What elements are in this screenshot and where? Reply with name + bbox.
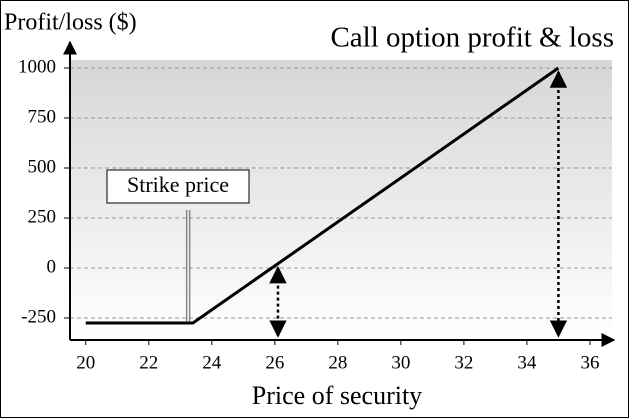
- x-tick-label: 24: [202, 352, 222, 373]
- x-tick-label: 28: [328, 352, 347, 373]
- x-axis-label: Price of security: [252, 381, 422, 410]
- x-tick-label: 30: [391, 352, 410, 373]
- x-tick-label: 22: [139, 352, 158, 373]
- x-tick-label: 32: [454, 352, 473, 373]
- y-tick-label: -250: [21, 306, 56, 327]
- x-tick-label: 36: [580, 352, 599, 373]
- x-tick-label: 20: [76, 352, 95, 373]
- y-axis-label: Profit/loss ($): [4, 10, 137, 36]
- y-tick-label: 1000: [18, 56, 56, 77]
- y-tick-label: 0: [47, 256, 57, 277]
- y-tick-label: 750: [28, 106, 57, 127]
- y-tick-label: 500: [28, 156, 57, 177]
- x-tick-label: 34: [517, 352, 537, 373]
- profit-line: [85, 66, 560, 325]
- annotation: Strike price: [127, 172, 229, 197]
- x-tick-label: 26: [265, 352, 284, 373]
- y-tick-label: 250: [28, 206, 57, 227]
- annotation-box: [106, 169, 250, 204]
- chart-title: Call option profit & loss: [330, 22, 614, 54]
